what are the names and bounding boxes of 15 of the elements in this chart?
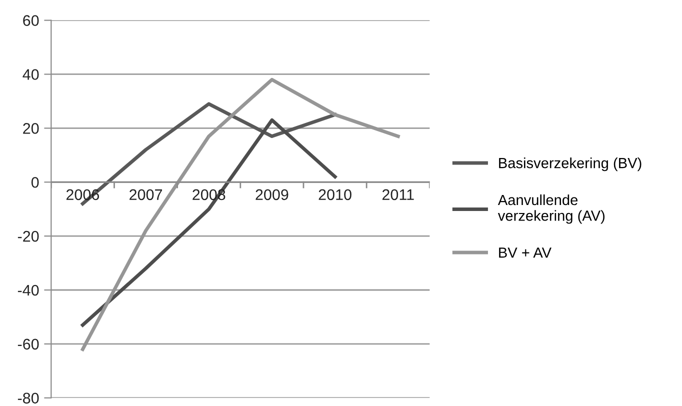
- legend-label: Aanvullende verzekering (AV): [498, 194, 605, 224]
- y-tick-label: 20: [23, 123, 39, 134]
- x-tick-label: 2007: [130, 189, 162, 200]
- y-tick-label: 0: [31, 176, 39, 188]
- x-tick-label: 2011: [382, 189, 414, 200]
- x-tick-label: 2009: [256, 189, 288, 200]
- legend-label: BV + AV: [499, 248, 552, 258]
- y-tick-label: 40: [22, 69, 39, 80]
- y-tick-label: -20: [18, 230, 39, 242]
- y-tick-label: -40: [18, 284, 39, 296]
- legend-label: Basisverzekering (BV): [499, 158, 642, 172]
- y-tick-label: 60: [23, 15, 39, 26]
- y-tick-label: -80: [18, 392, 39, 404]
- x-tick-label: 2010: [318, 189, 352, 200]
- y-tick-label: -60: [18, 338, 39, 350]
